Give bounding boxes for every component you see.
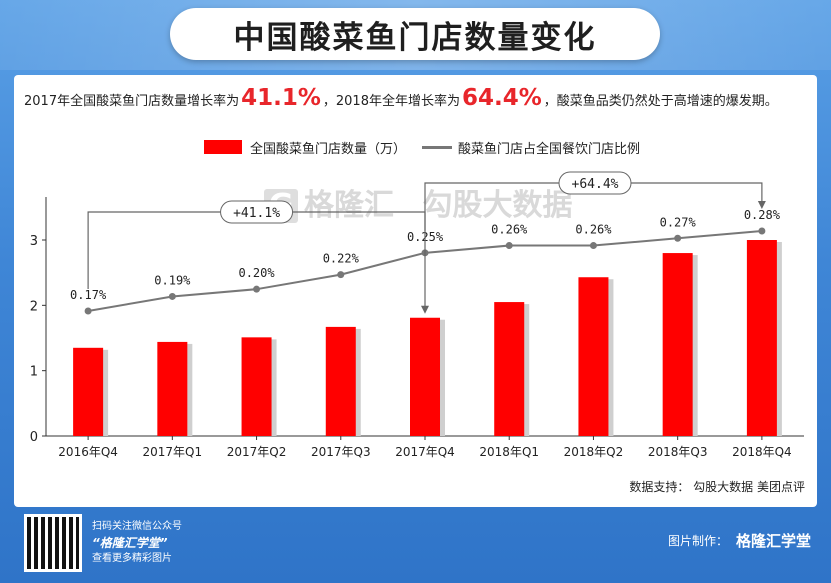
summary-text-2: ，2018年全年增长率为: [322, 94, 460, 109]
footer-credit: 图片制作： 格隆汇学堂: [668, 530, 811, 551]
legend: 全国酸菜鱼门店数量（万） 酸菜鱼门店占全国餐饮门店比例: [204, 137, 640, 157]
summary-rate-2018: 64.4%: [461, 85, 542, 111]
x-tick-label: 2017年Q2: [227, 445, 287, 459]
line-point: [84, 307, 92, 315]
line-point: [589, 242, 597, 250]
annotation-label: +41.1%: [233, 206, 280, 221]
line-point: [674, 234, 682, 242]
bar: [746, 240, 777, 436]
line-data-label: 0.27%: [660, 215, 697, 229]
y-tick-label: 2: [30, 299, 38, 314]
annotation-arrow: [757, 201, 766, 209]
footer-brand: “格隆汇学堂”: [92, 536, 168, 550]
line-point: [168, 292, 176, 300]
x-tick-label: 2018年Q4: [732, 445, 792, 459]
line-point: [505, 242, 513, 250]
line-data-label: 0.26%: [491, 223, 528, 237]
x-tick-label: 2018年Q2: [564, 445, 624, 459]
bar: [410, 317, 440, 436]
line-data-label: 0.19%: [154, 273, 191, 287]
line-point: [253, 285, 261, 293]
line-data-label: 0.22%: [323, 252, 360, 266]
chart-svg: 0 1 2 3 2016年Q4 2017年Q1 2017年Q2 2017年Q3 2017年Q4 2…: [30, 171, 804, 459]
annotation-pill: [558, 171, 632, 195]
legend-bar-label: 全国酸菜鱼门店数量（万）: [250, 141, 407, 157]
bar: [73, 347, 104, 436]
legend-bar-swatch: [204, 140, 242, 154]
annotation-arrow: [421, 305, 429, 314]
footer-more: 查看更多精彩图片: [92, 553, 172, 564]
annotation-pill: [220, 200, 294, 224]
y-tick-label: 1: [30, 365, 38, 380]
x-tick-label: 2018年Q3: [648, 445, 708, 459]
footer-text: 扫码关注微信公众号 “格隆汇学堂” 查看更多精彩图片: [92, 519, 182, 567]
footer-scan: 扫码关注微信公众号: [92, 521, 182, 532]
line-data-label: 0.20%: [238, 266, 275, 280]
summary-text-1: 2017年全国酸菜鱼门店数量增长率为: [24, 94, 240, 109]
line-point: [758, 227, 766, 235]
annotation-bracket: [87, 211, 426, 312]
bar: [325, 326, 356, 436]
watermark-partner: 勾股大数据: [422, 188, 573, 223]
x-tick-label: 2017年Q3: [311, 445, 371, 459]
chart-panel: 2017年全国酸菜鱼门店数量增长率为 41.1% ，2018年全年增长率为 64…: [14, 75, 817, 507]
watermark-brand: 格隆汇: [304, 188, 394, 223]
bar: [662, 253, 693, 436]
footer-credit-label: 图片制作：: [667, 534, 728, 548]
line-data-label: 0.17%: [70, 288, 107, 302]
summary-text-3: ，酸菜鱼品类仍然处于高增速的爆发期。: [543, 94, 778, 109]
data-source: 数据支持： 勾股大数据 美团点评: [629, 480, 805, 494]
qr-code-icon[interactable]: [24, 514, 82, 572]
footer-left: 扫码关注微信公众号 “格隆汇学堂” 查看更多精彩图片: [24, 514, 182, 572]
line-point: [337, 271, 345, 279]
summary-line: 2017年全国酸菜鱼门店数量增长率为 41.1% ，2018年全年增长率为 64…: [24, 85, 807, 115]
x-tick-label: 2017年Q4: [395, 445, 455, 459]
y-tick-label: 0: [30, 430, 38, 445]
x-tick-label: 2018年Q1: [479, 445, 539, 459]
bar: [157, 341, 188, 436]
line-data-label: 0.26%: [575, 223, 612, 237]
legend-line-swatch: [422, 145, 453, 149]
bar: [241, 337, 272, 436]
bar: [578, 277, 609, 436]
page-title: 中国酸菜鱼门店数量变化: [233, 19, 597, 56]
y-tick-label: 3: [30, 234, 38, 249]
bar: [494, 302, 525, 436]
title-banner: 中国酸菜鱼门店数量变化: [170, 8, 660, 60]
footer-credit-brand: 格隆汇学堂: [735, 532, 811, 550]
x-tick-label: 2016年Q4: [58, 445, 118, 459]
line-data-label: 0.28%: [744, 208, 781, 222]
legend-line-label: 酸菜鱼门店占全国餐饮门店比例: [458, 141, 641, 157]
x-tick-label: 2017年Q1: [143, 445, 203, 459]
annotation-label: +64.4%: [572, 177, 619, 192]
summary-rate-2017: 41.1%: [241, 85, 321, 111]
